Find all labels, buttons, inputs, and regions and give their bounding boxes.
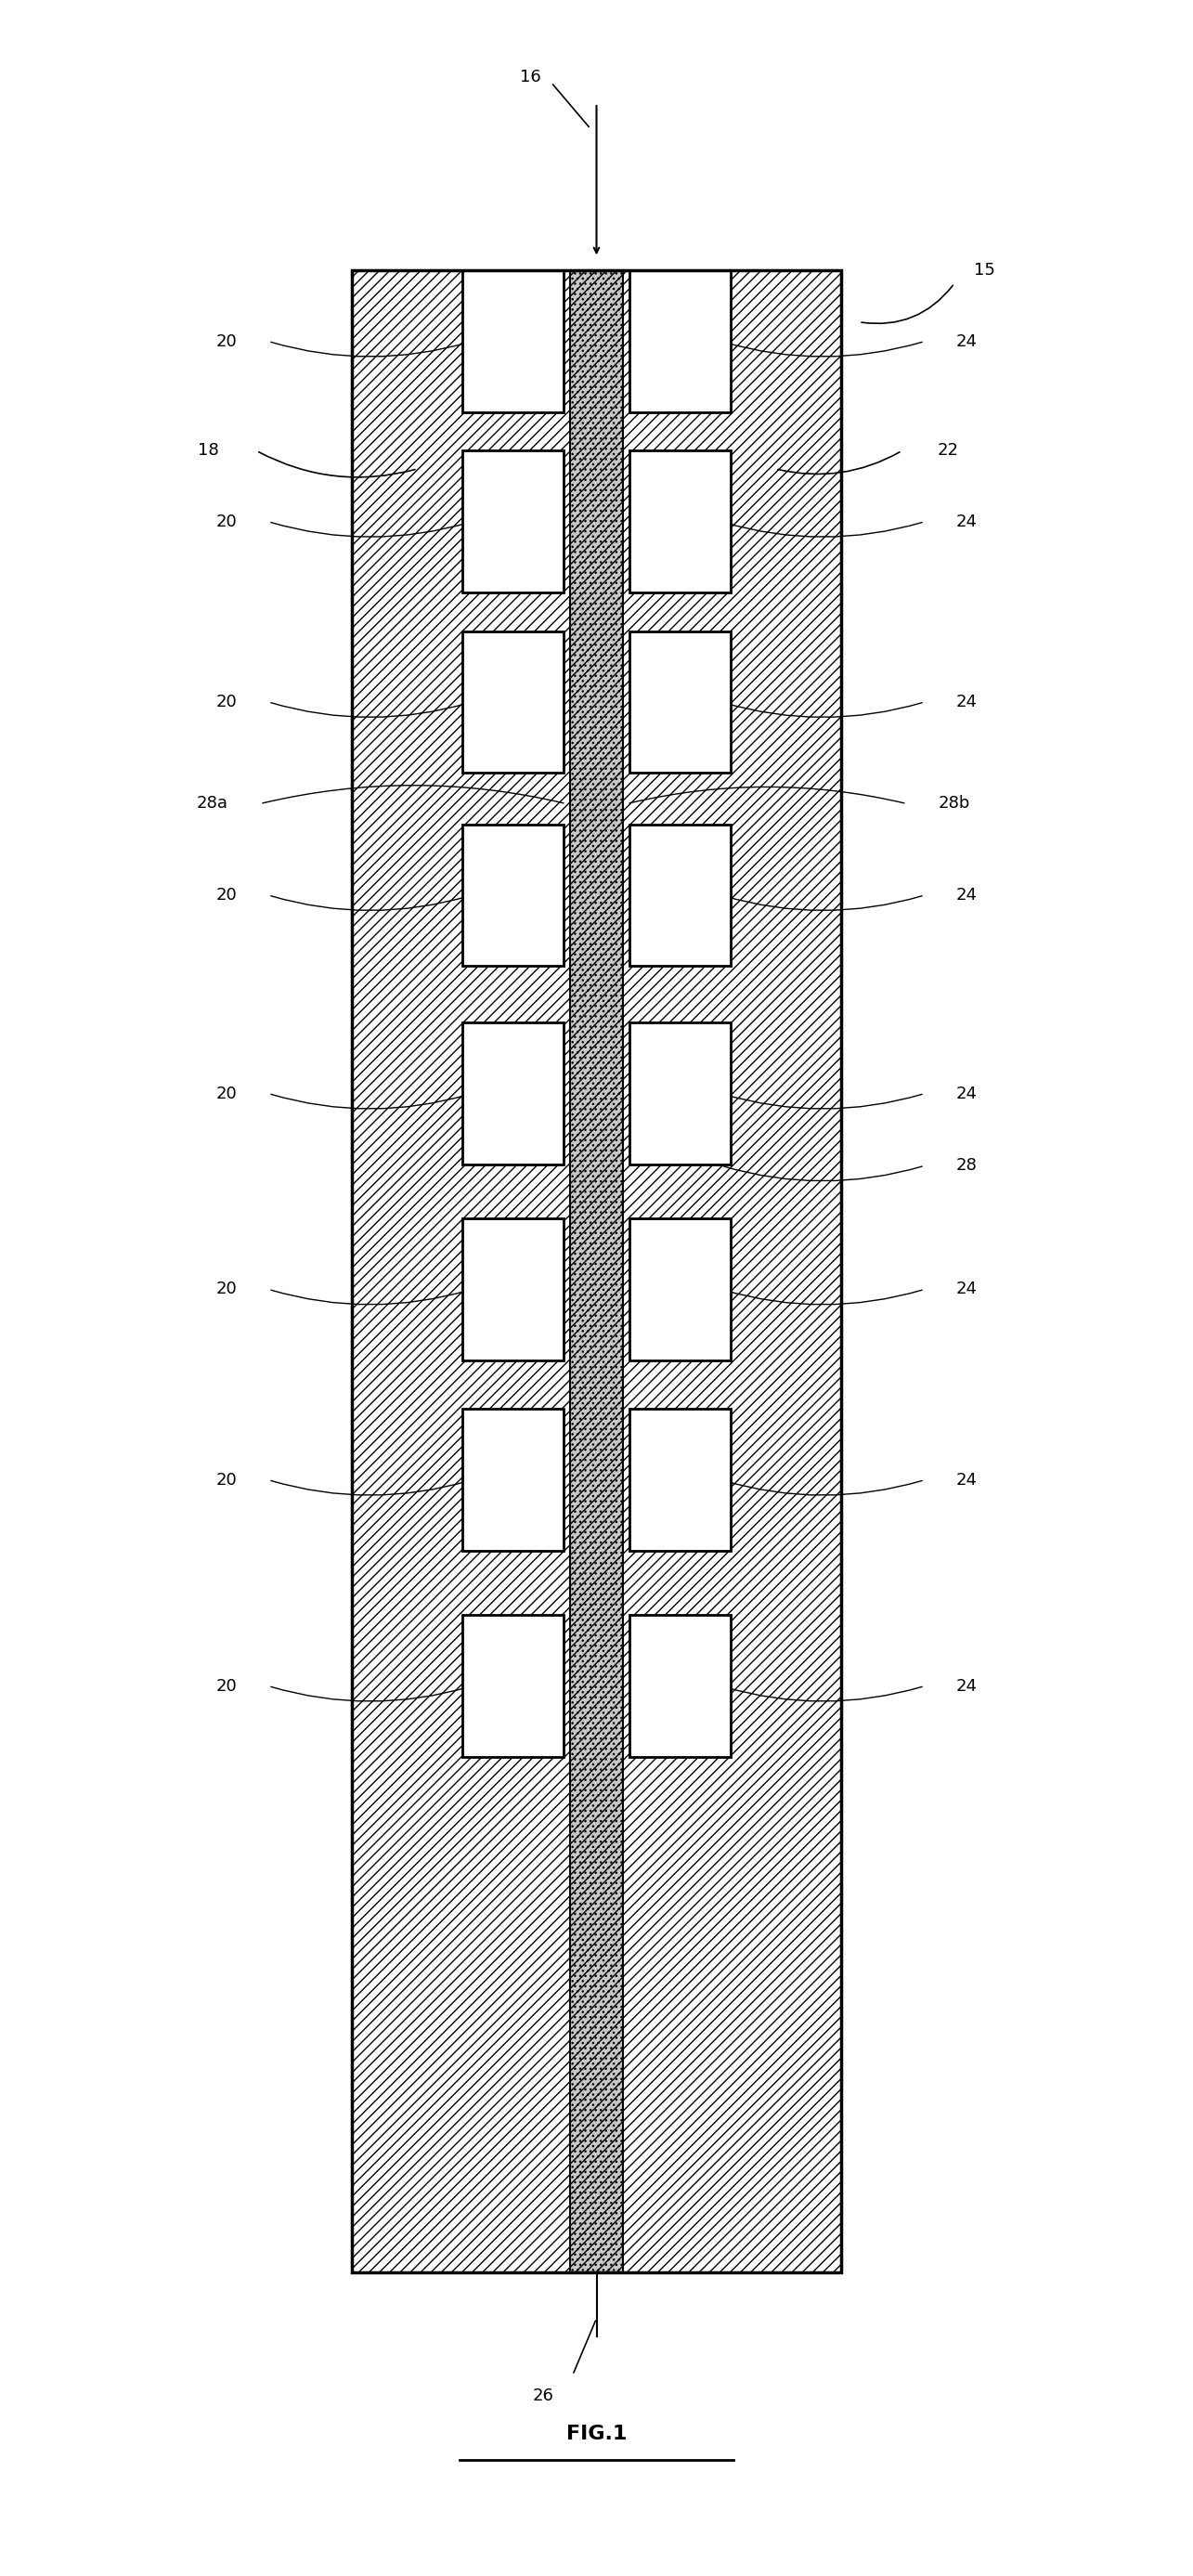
Text: 15: 15: [973, 263, 995, 278]
Bar: [630, 270, 730, 412]
Bar: [462, 1218, 563, 1360]
Bar: [462, 1409, 563, 1551]
Bar: [630, 631, 730, 773]
Text: 24: 24: [956, 886, 977, 904]
Text: 24: 24: [956, 1084, 977, 1103]
Bar: [630, 1218, 730, 1360]
Bar: [462, 631, 563, 773]
Bar: [630, 451, 730, 592]
Bar: [630, 1023, 730, 1164]
Bar: [570, 270, 623, 2272]
Text: 26: 26: [532, 2388, 554, 2403]
Text: 24: 24: [956, 693, 977, 711]
Bar: [462, 1023, 563, 1164]
Text: 20: 20: [216, 693, 237, 711]
Text: FIG.1: FIG.1: [567, 2424, 626, 2445]
Text: 24: 24: [956, 513, 977, 531]
Text: 20: 20: [216, 1677, 237, 1695]
Bar: [630, 451, 730, 592]
Text: 20: 20: [216, 1280, 237, 1298]
Bar: [352, 270, 841, 2272]
Bar: [462, 1218, 563, 1360]
Bar: [462, 270, 563, 412]
Text: 20: 20: [216, 1084, 237, 1103]
Text: 24: 24: [956, 1471, 977, 1489]
Bar: [462, 824, 563, 966]
Bar: [462, 824, 563, 966]
Bar: [630, 1615, 730, 1757]
Text: 28a: 28a: [197, 796, 228, 811]
Bar: [352, 270, 841, 2272]
Bar: [570, 270, 623, 2272]
Bar: [630, 631, 730, 773]
Bar: [630, 270, 730, 412]
Text: 20: 20: [216, 886, 237, 904]
Bar: [630, 1218, 730, 1360]
Bar: [630, 824, 730, 966]
Text: 16: 16: [520, 70, 542, 85]
Text: 20: 20: [216, 513, 237, 531]
Bar: [630, 824, 730, 966]
Text: 24: 24: [956, 1677, 977, 1695]
Bar: [462, 1615, 563, 1757]
Bar: [462, 451, 563, 592]
Bar: [462, 451, 563, 592]
Text: 20: 20: [216, 1471, 237, 1489]
Bar: [462, 1615, 563, 1757]
Bar: [462, 270, 563, 412]
Text: 24: 24: [956, 1280, 977, 1298]
Bar: [352, 270, 841, 2272]
Bar: [462, 1409, 563, 1551]
Bar: [630, 1615, 730, 1757]
Bar: [630, 1409, 730, 1551]
Bar: [630, 1409, 730, 1551]
Text: 28: 28: [956, 1157, 977, 1175]
Bar: [462, 1023, 563, 1164]
Text: 18: 18: [198, 443, 220, 459]
Text: 22: 22: [938, 443, 959, 459]
Text: 28b: 28b: [939, 796, 970, 811]
Text: 20: 20: [216, 332, 237, 350]
Text: 24: 24: [956, 332, 977, 350]
Bar: [462, 631, 563, 773]
Bar: [570, 270, 623, 2272]
Bar: [630, 1023, 730, 1164]
